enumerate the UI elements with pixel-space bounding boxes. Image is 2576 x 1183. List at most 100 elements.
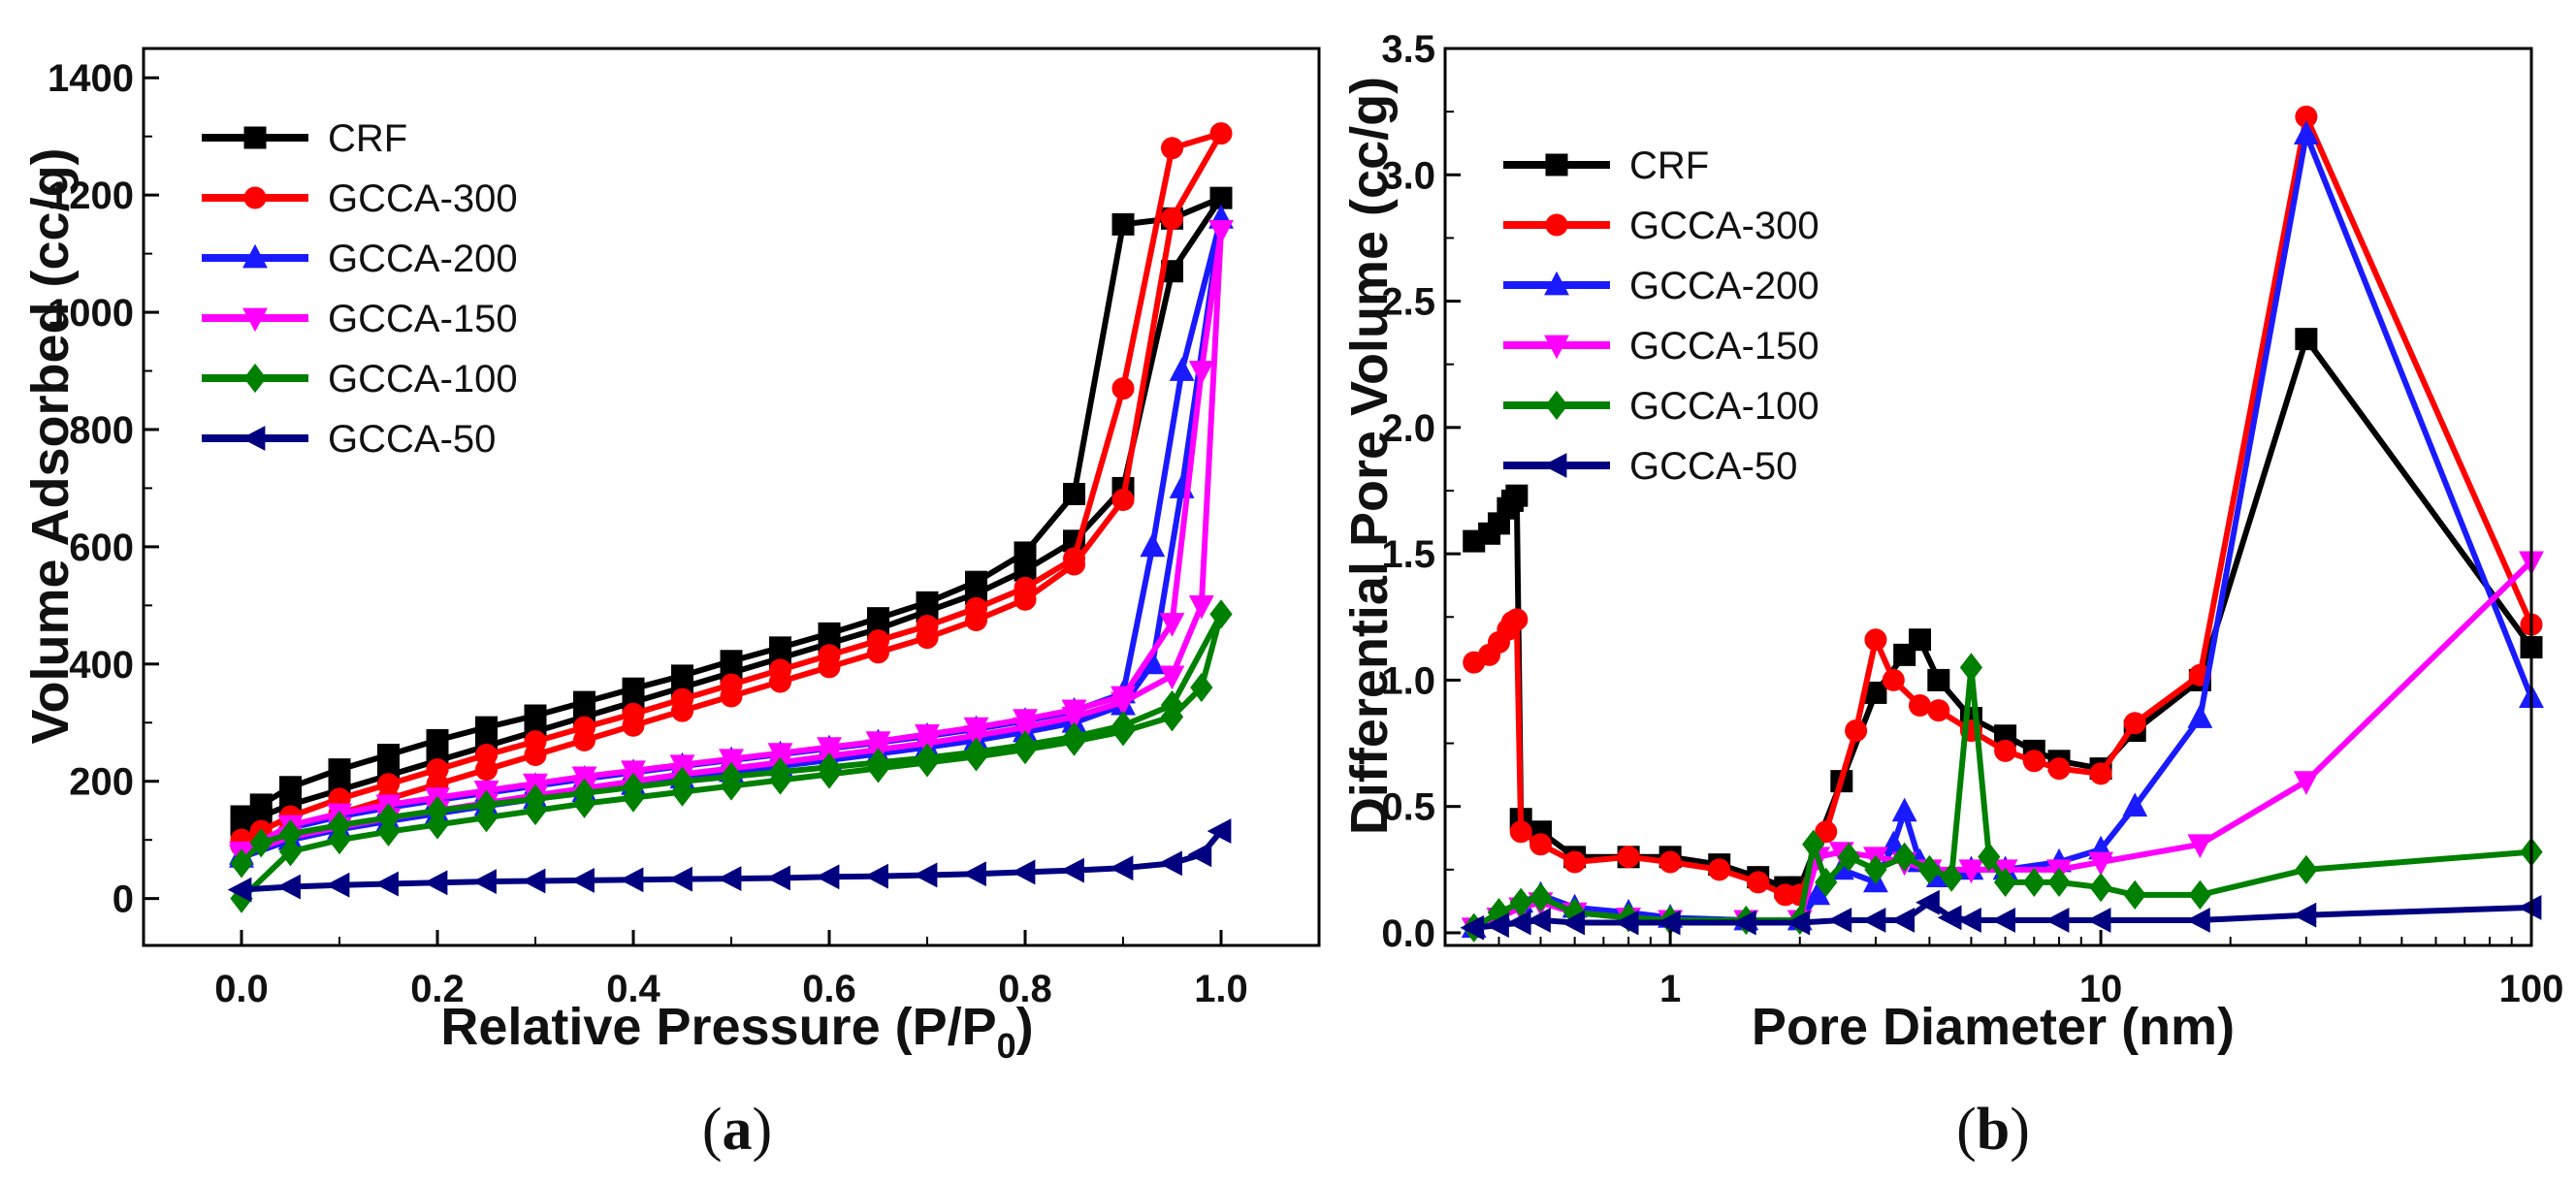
chart-b-point-CRF — [2295, 328, 2318, 351]
chart-b-point-GCCA-50 — [1786, 910, 1811, 936]
chart-b-point-GCCA-100 — [1893, 842, 1916, 872]
chart-b-point-GCCA-50 — [2517, 894, 2542, 920]
chart-a-point-GCCA-50 — [1207, 818, 1232, 845]
chart-a-point-GCCA-50 — [1011, 859, 1036, 885]
chart-a-legend-swatch-marker — [243, 186, 267, 209]
chart-b-xtick-label: 10 — [2079, 968, 2123, 1010]
chart-a-point-GCCA-100 — [572, 788, 596, 818]
chart-a-point-GCCA-300 — [573, 728, 596, 751]
chart-a-ytick-label: 1000 — [48, 292, 134, 335]
chart-a-legend-swatch-marker — [242, 307, 268, 333]
chart-a-point-GCCA-100 — [916, 748, 939, 778]
chart-b-legend-label: GCCA-100 — [1629, 385, 1819, 428]
chart-b-point-GCCA-50 — [2045, 908, 2070, 933]
chart-b-point-GCCA-50 — [1916, 889, 1940, 915]
chart-a-point-GCCA-300 — [1014, 588, 1037, 611]
chart-a-xtick-label: 0.8 — [998, 968, 1052, 1010]
chart-a-point-GCCA-150 — [571, 766, 597, 791]
chart-b-legend-swatch-marker — [1542, 453, 1567, 478]
chart-b-point-GCCA-200 — [1891, 797, 1917, 822]
chart-b-point-GCCA-300 — [1708, 858, 1731, 881]
chart-b-point-GCCA-50 — [2186, 908, 2210, 933]
chart-b-point-GCCA-150 — [2293, 771, 2319, 795]
chart-a-legend-label: GCCA-200 — [328, 238, 518, 280]
chart-b-ytick-label: 2.0 — [1381, 407, 1435, 450]
chart-b-point-GCCA-50 — [1614, 910, 1639, 936]
chart-b-point-GCCA-200 — [2187, 704, 2213, 728]
panel-label-b-letter: b — [1977, 1097, 2010, 1163]
chart-b-legend-swatch-marker — [1545, 390, 1568, 421]
chart-a-point-GCCA-150 — [1188, 594, 1214, 620]
chart-b-point-GCCA-100 — [2022, 867, 2045, 897]
chart-b-legend-label: CRF — [1629, 144, 1709, 187]
chart-a-point-GCCA-100 — [818, 759, 841, 789]
chart-a-series-group — [227, 122, 1234, 913]
chart-a-point-GCCA-50 — [472, 869, 497, 895]
chart-a-point-CRF — [328, 758, 351, 782]
chart-b-point-GCCA-50 — [1890, 908, 1916, 933]
chart-a-point-GCCA-50 — [1158, 850, 1182, 877]
chart-b-point-GCCA-100 — [1993, 867, 2017, 897]
chart-b-point-GCCA-300 — [1845, 719, 1868, 743]
chart-a-point-GCCA-50 — [913, 862, 938, 888]
chart-a-point-GCCA-100 — [278, 837, 303, 867]
chart-b-point-GCCA-200 — [2122, 792, 2148, 817]
chart-a-series-line-GCCA-50 — [241, 829, 1224, 893]
chart-a-xtick-label: 0.0 — [214, 968, 269, 1010]
chart-a-point-GCCA-50 — [717, 866, 742, 892]
chart-b-point-CRF — [1927, 668, 1950, 691]
chart-b-series-GCCA-50 — [1460, 889, 2542, 941]
panel-label-a-open: ( — [702, 1097, 723, 1163]
chart-a-point-CRF — [1111, 212, 1135, 236]
chart-a-point-CRF — [475, 716, 498, 739]
chart-b-point-GCCA-150 — [1958, 859, 1984, 884]
chart-a-point-GCCA-50 — [864, 863, 888, 889]
chart-a-legend-label: GCCA-50 — [328, 418, 496, 461]
chart-b-point-GCCA-300 — [1505, 608, 1529, 631]
chart-a-point-GCCA-300 — [671, 699, 693, 722]
chart-b-point-GCCA-50 — [2292, 902, 2317, 928]
chart-b-ytick-label: 2.5 — [1381, 281, 1435, 324]
chart-a-series-GCCA-50 — [227, 818, 1232, 903]
chart-b-point-GCCA-50 — [1460, 914, 1485, 941]
chart-b-point-CRF — [1505, 484, 1529, 507]
chart-b-xlabel: Pore Diameter (nm) — [1752, 998, 2235, 1056]
chart-b-point-GCCA-100 — [2123, 879, 2146, 911]
chart-a-point-GCCA-100 — [1062, 726, 1086, 756]
chart-a-point-GCCA-50 — [227, 877, 252, 903]
chart-b-point-GCCA-50 — [1991, 908, 2015, 933]
chart-b-point-GCCA-300 — [1658, 850, 1682, 874]
chart-a-point-GCCA-300 — [965, 608, 987, 631]
chart-a-point-GCCA-300 — [1209, 122, 1233, 145]
chart-a-ytick-label: 200 — [69, 761, 134, 804]
chart-a-ytick-label: 1200 — [48, 175, 134, 217]
chart-b-point-GCCA-300 — [2047, 757, 2071, 781]
chart-b-legend-swatch-marker — [1544, 271, 1569, 296]
chart-a-legend-label: GCCA-300 — [328, 177, 518, 220]
chart-b-point-GCCA-50 — [1827, 908, 1852, 933]
chart-a-point-GCCA-300 — [1111, 489, 1135, 512]
chart-a-ylabel: Volume Adsorbed (cc/g) — [21, 147, 80, 744]
chart-b-series-GCCA-100 — [1463, 653, 2543, 943]
chart-b-ytick-label: 3.5 — [1381, 28, 1435, 71]
chart-b-point-GCCA-300 — [2022, 750, 2045, 773]
chart-b-point-GCCA-300 — [1563, 850, 1587, 874]
chart-b-point-GCCA-50 — [1561, 910, 1586, 936]
chart-a-point-GCCA-100 — [328, 825, 351, 855]
chart-b-series-GCCA-300 — [1463, 105, 2543, 907]
chart-a-point-GCCA-100 — [1160, 702, 1184, 732]
chart-b-point-GCCA-300 — [1909, 693, 1932, 717]
chart-b-series-GCCA-200 — [1461, 120, 2544, 939]
chart-b-point-GCCA-50 — [2086, 908, 2111, 933]
chart-a-point-GCCA-50 — [325, 872, 350, 898]
chart-b-point-GCCA-100 — [2047, 867, 2071, 897]
chart-a-point-GCCA-50 — [276, 874, 301, 900]
chart-a-point-GCCA-100 — [474, 803, 499, 833]
chart-a-xtick-label: 0.4 — [606, 968, 660, 1010]
chart-b-point-GCCA-300 — [2123, 712, 2146, 735]
chart-a-legend-label: GCCA-150 — [328, 298, 518, 340]
chart-b-point-GCCA-50 — [1937, 905, 1962, 931]
chart-b-series-CRF — [1463, 328, 2543, 899]
chart-a-point-GCCA-50 — [1109, 855, 1134, 881]
chart-a-ytick-label: 800 — [69, 409, 134, 452]
